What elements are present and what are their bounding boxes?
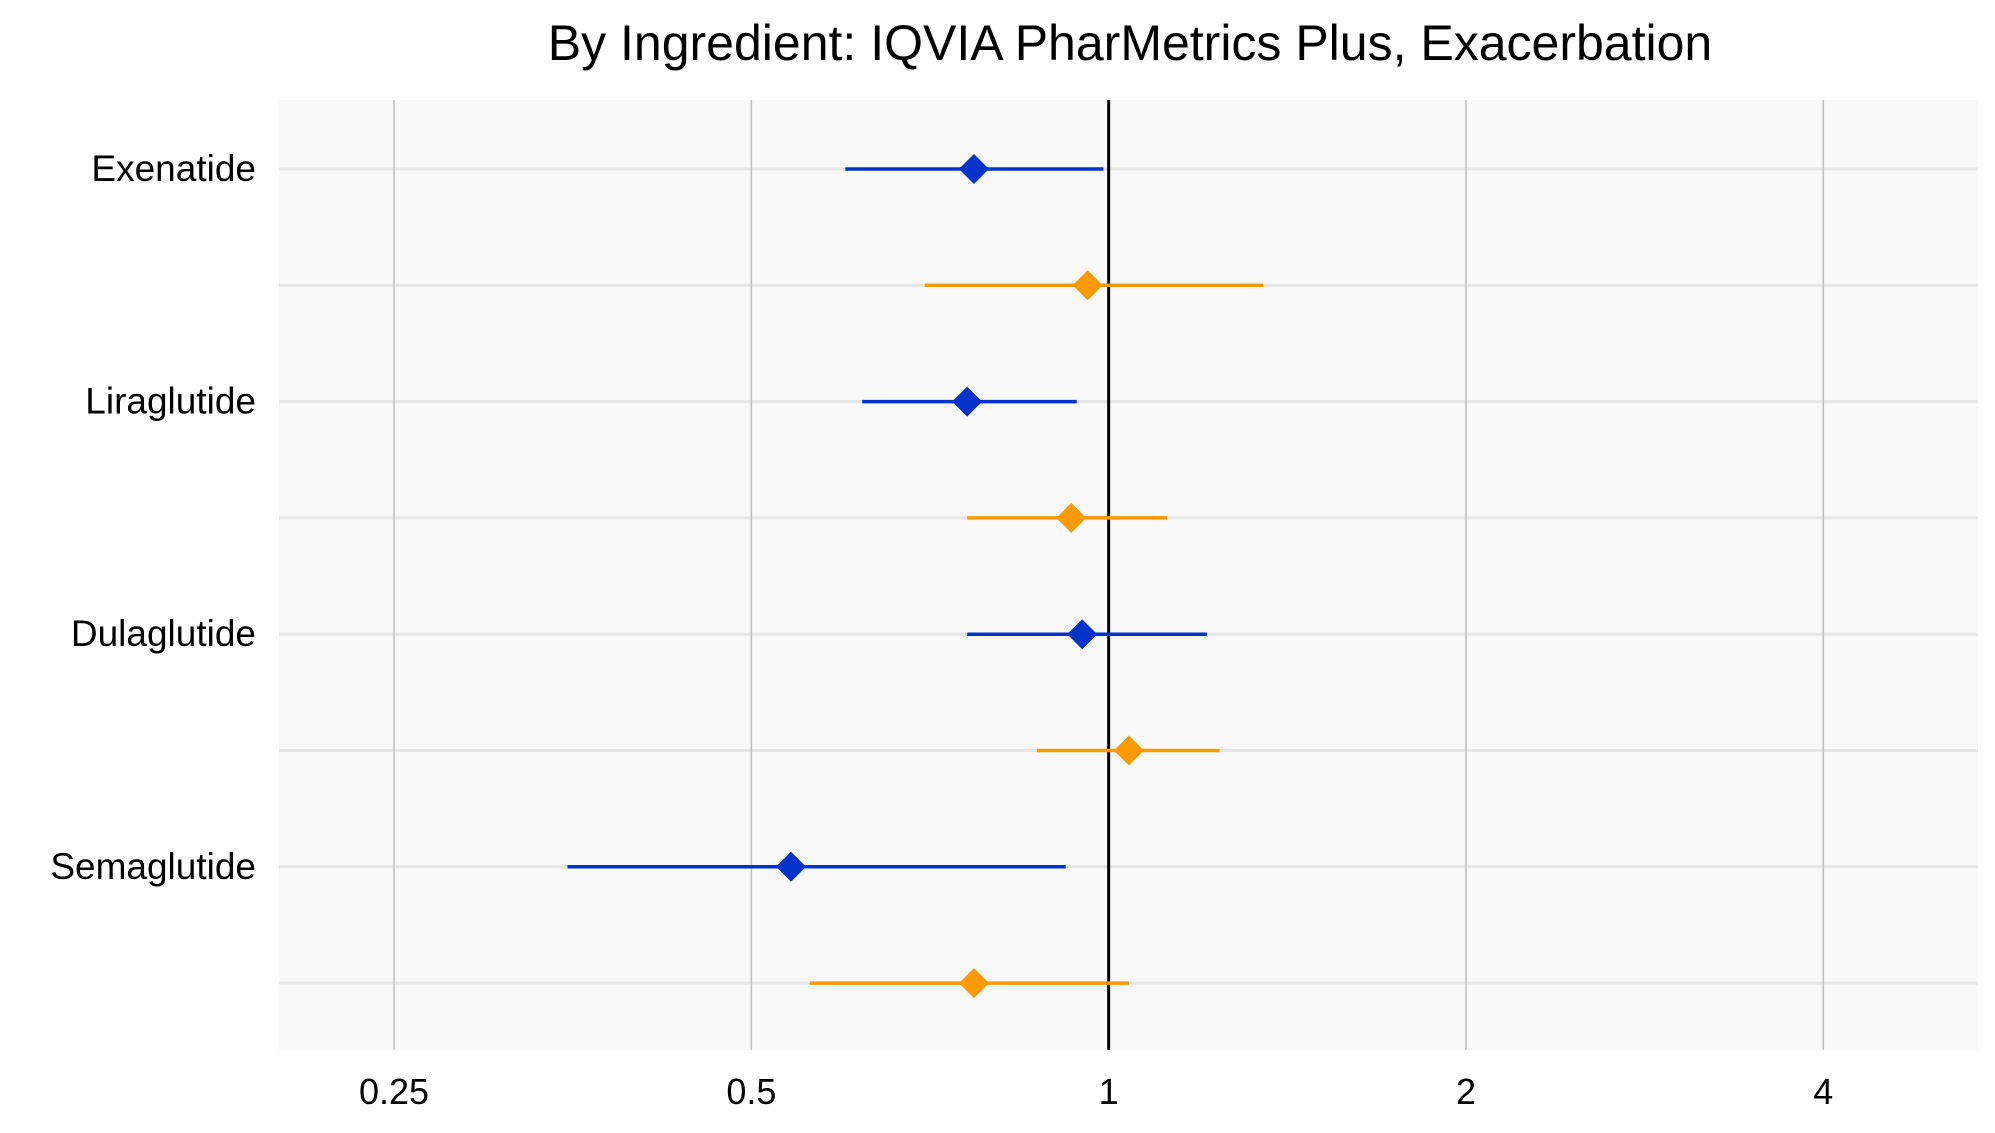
category-label: Liraglutide: [85, 381, 256, 422]
x-tick-label: 0.5: [726, 1071, 776, 1112]
estimate-diamond: [776, 851, 807, 882]
estimate-marks: [567, 154, 1264, 999]
estimate-diamond: [1113, 735, 1144, 766]
category-label: Dulaglutide: [71, 613, 256, 654]
x-tick-label: 0.25: [359, 1071, 429, 1112]
category-label: Semaglutide: [50, 846, 256, 887]
x-axis-ticks: 0.25 0.5 1 2 4: [359, 1071, 1833, 1112]
estimate-diamond: [952, 386, 983, 417]
plot-panel-background: [279, 100, 1978, 1050]
y-axis-labels: Exenatide Liraglutide Dulaglutide Semagluti…: [50, 148, 256, 887]
x-tick-label: 1: [1099, 1071, 1119, 1112]
chart-title: By Ingredient: IQVIA PharMetrics Plus, E…: [548, 15, 1712, 71]
category-label: Exenatide: [91, 148, 256, 189]
estimate-diamond: [1067, 619, 1098, 650]
estimate-diamond: [958, 154, 989, 184]
estimate-diamond: [958, 968, 989, 999]
x-tick-label: 4: [1813, 1071, 1833, 1112]
estimate-diamond: [1056, 502, 1087, 533]
estimate-diamond: [1072, 270, 1103, 301]
x-tick-label: 2: [1456, 1071, 1476, 1112]
